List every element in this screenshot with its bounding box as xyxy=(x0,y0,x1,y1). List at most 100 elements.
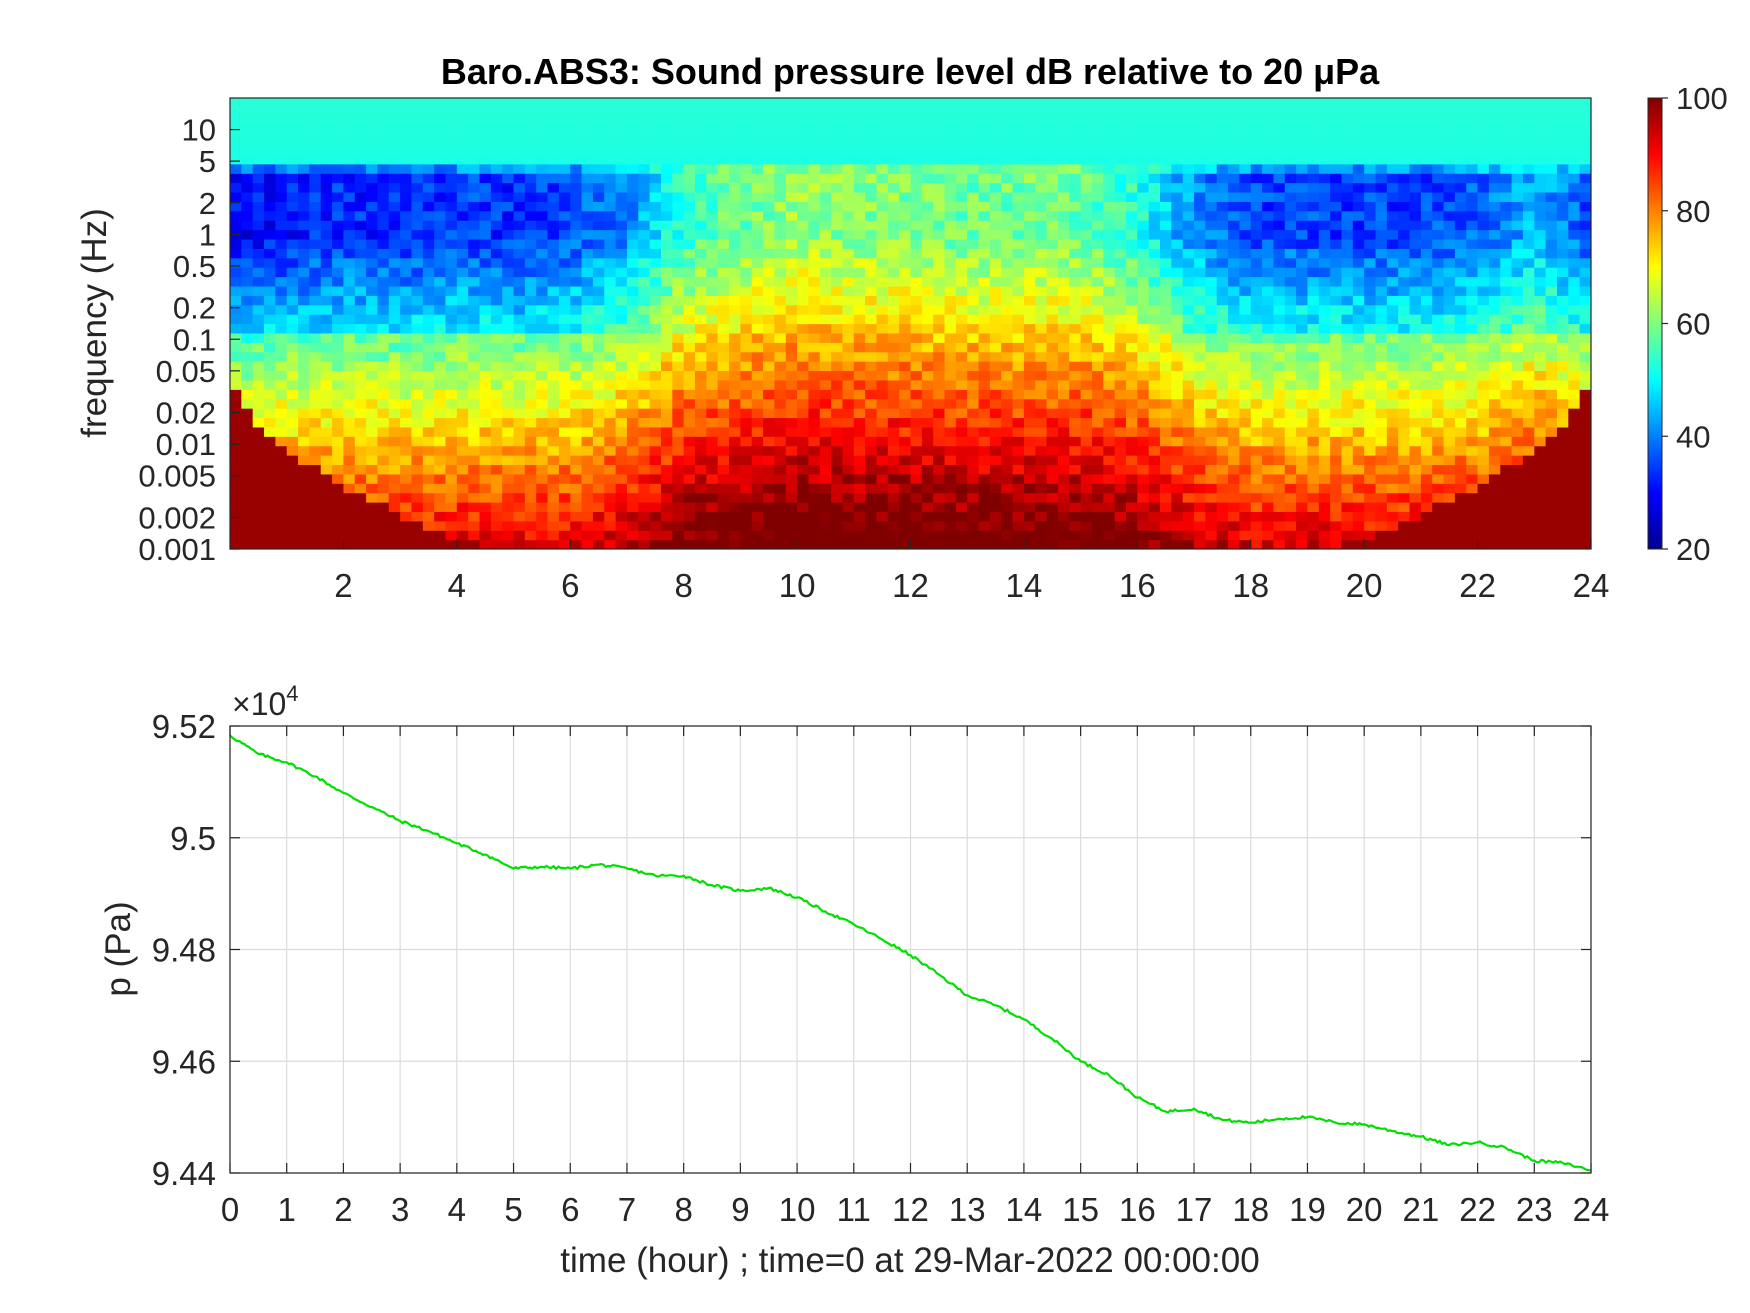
heatmap-cell xyxy=(298,502,310,513)
heatmap-cell xyxy=(411,511,424,522)
heatmap-cell xyxy=(774,408,787,419)
heatmap-cell xyxy=(502,98,515,108)
heatmap-cell xyxy=(649,539,662,549)
heatmap-cell xyxy=(422,323,435,334)
heatmap-cell xyxy=(343,285,356,296)
heatmap-cell xyxy=(1341,342,1354,353)
heatmap-cell xyxy=(1080,201,1093,212)
heatmap-cell xyxy=(456,492,469,503)
heatmap-cell xyxy=(933,116,946,127)
heatmap-cell xyxy=(819,220,832,231)
heatmap-cell xyxy=(1069,248,1082,259)
heatmap-cell xyxy=(1216,285,1229,296)
heatmap-cell xyxy=(774,201,787,212)
heatmap-cell xyxy=(320,126,333,137)
heatmap-cell xyxy=(1137,173,1150,184)
heatmap-cell xyxy=(1194,389,1206,400)
heatmap-cell xyxy=(1364,464,1377,475)
heatmap-cell xyxy=(853,238,866,249)
heatmap-cell xyxy=(388,502,401,513)
heatmap-cell xyxy=(1091,455,1104,466)
heatmap-cell xyxy=(1023,116,1036,127)
heatmap-cell xyxy=(558,530,571,541)
heatmap-cell xyxy=(899,473,912,484)
heatmap-cell xyxy=(1080,492,1093,503)
heatmap-cell xyxy=(887,332,900,343)
heatmap-cell xyxy=(468,389,481,400)
heatmap-cell xyxy=(468,520,481,531)
heatmap-cell xyxy=(1035,445,1048,456)
heatmap-cell xyxy=(468,257,481,268)
heatmap-cell xyxy=(944,201,957,212)
heatmap-cell xyxy=(570,98,583,108)
heatmap-cell xyxy=(672,144,685,155)
heatmap-cell xyxy=(978,285,991,296)
heatmap-cell xyxy=(944,314,957,325)
heatmap-cell xyxy=(1069,126,1082,137)
heatmap-cell xyxy=(660,520,673,531)
heatmap-cell xyxy=(445,351,458,362)
heatmap-cell xyxy=(1125,502,1138,513)
heatmap-cell xyxy=(1330,144,1343,155)
heatmap-cell xyxy=(604,229,617,240)
heatmap-cell xyxy=(706,220,719,231)
heatmap-cell xyxy=(751,426,764,437)
heatmap-cell xyxy=(388,267,401,278)
heatmap-cell xyxy=(638,304,651,315)
heatmap-cell xyxy=(422,455,435,466)
heatmap-cell xyxy=(388,342,401,353)
heatmap-cell xyxy=(774,135,787,146)
heatmap-cell xyxy=(921,248,934,259)
heatmap-cell xyxy=(536,163,549,174)
heatmap-cell xyxy=(230,98,242,108)
heatmap-cell xyxy=(751,323,764,334)
heatmap-cell xyxy=(774,323,787,334)
heatmap-cell xyxy=(456,436,469,447)
heatmap-cell xyxy=(729,220,741,231)
heatmap-cell xyxy=(1205,511,1218,522)
heatmap-cell xyxy=(1125,520,1138,531)
heatmap-cell xyxy=(298,295,310,306)
heatmap-cell xyxy=(887,135,900,146)
heatmap-cell xyxy=(524,163,537,174)
heatmap-cell xyxy=(853,389,866,400)
heatmap-cell xyxy=(1001,135,1014,146)
heatmap-cell xyxy=(717,248,730,259)
heatmap-cell xyxy=(1375,398,1388,409)
heatmap-cell xyxy=(1171,257,1184,268)
heatmap-cell xyxy=(1148,295,1161,306)
heatmap-cell xyxy=(751,398,764,409)
heatmap-cell xyxy=(706,342,719,353)
heatmap-cell xyxy=(695,445,707,456)
heatmap-cell xyxy=(638,445,651,456)
heatmap-cell xyxy=(434,511,447,522)
heatmap-cell xyxy=(456,182,469,193)
heatmap-cell xyxy=(513,173,526,184)
heatmap-cell xyxy=(649,163,662,174)
heatmap-cell xyxy=(740,379,753,390)
heatmap-cell xyxy=(1114,191,1127,202)
heatmap-cell xyxy=(298,210,310,221)
heatmap-cell xyxy=(1273,173,1286,184)
heatmap-cell xyxy=(1239,135,1252,146)
heatmap-cell xyxy=(853,107,866,118)
heatmap-cell xyxy=(1296,295,1309,306)
heatmap-cell xyxy=(1318,511,1331,522)
heatmap-cell xyxy=(1057,116,1070,127)
heatmap-cell xyxy=(1023,520,1036,531)
heatmap-cell xyxy=(1069,257,1082,268)
heatmap-cell xyxy=(1398,445,1411,456)
heatmap-cell xyxy=(298,201,310,212)
heatmap-cell xyxy=(468,511,481,522)
heatmap-cell xyxy=(558,248,571,259)
heatmap-cell xyxy=(831,417,844,428)
heatmap-cell xyxy=(1352,332,1365,343)
heatmap-cell xyxy=(445,408,458,419)
heatmap-cell xyxy=(967,426,980,437)
heatmap-cell xyxy=(332,539,345,549)
heatmap-cell xyxy=(649,257,662,268)
heatmap-cell xyxy=(286,398,299,409)
heatmap-cell xyxy=(445,144,458,155)
heatmap-cell xyxy=(434,107,447,118)
heatmap-cell xyxy=(354,464,367,475)
